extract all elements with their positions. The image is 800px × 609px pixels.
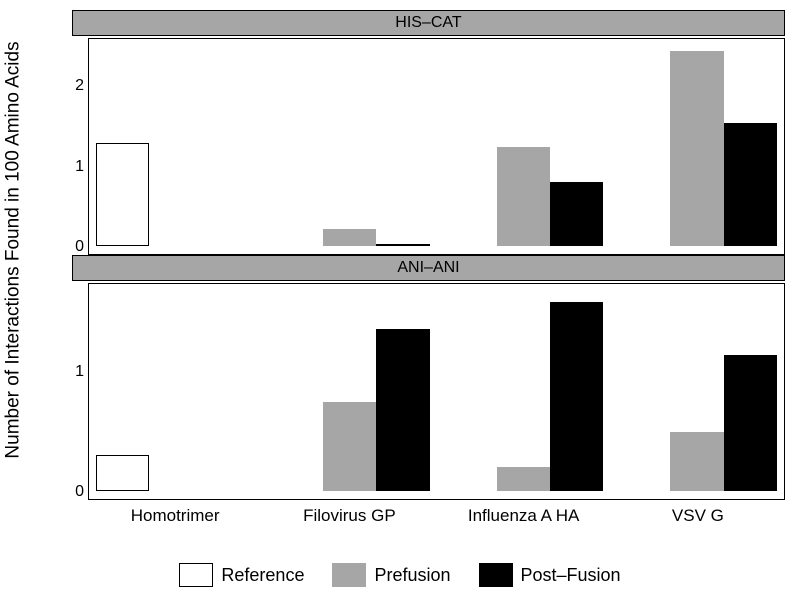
bar	[724, 123, 777, 246]
bar-group	[89, 39, 263, 254]
legend-swatch	[479, 563, 513, 587]
bar	[323, 402, 376, 491]
bar-group	[437, 39, 611, 254]
bar	[96, 455, 149, 490]
y-tick-label: 1	[75, 363, 84, 381]
x-axis: Homotrimer Filovirus GP Influenza A HA VSV …	[88, 500, 785, 530]
panel-strip: ANI–ANI	[72, 255, 785, 281]
bar	[550, 182, 603, 246]
plot-row: 01	[72, 283, 785, 500]
bar-group	[610, 284, 784, 499]
legend-item: Reference	[179, 563, 304, 587]
bar	[497, 147, 550, 247]
legend: Reference Prefusion Post–Fusion	[0, 555, 800, 595]
x-tick-label: VSV G	[672, 506, 724, 526]
bar-group	[610, 39, 784, 254]
bar-group	[263, 39, 437, 254]
y-tick-label: 2	[75, 77, 84, 95]
x-tick-label: Homotrimer	[131, 506, 220, 526]
y-tick-label: 0	[75, 483, 84, 501]
legend-swatch	[179, 563, 213, 587]
y-tick-label: 0	[75, 238, 84, 256]
bar	[670, 51, 723, 246]
bar	[550, 302, 603, 491]
legend-swatch	[332, 563, 366, 587]
panels-container: HIS–CAT012ANI–ANI01	[72, 10, 785, 500]
plot-area	[88, 283, 785, 500]
bars-layer	[89, 284, 784, 499]
bar	[376, 329, 429, 491]
bars-layer	[89, 39, 784, 254]
y-tick-column: 0 1 2	[72, 38, 88, 255]
x-tick-label: Filovirus GP	[303, 506, 396, 526]
y-tick-label: 1	[75, 158, 84, 176]
legend-item: Prefusion	[332, 563, 450, 587]
x-tick-label: Influenza A HA	[468, 506, 580, 526]
bar-group	[263, 284, 437, 499]
bar	[323, 229, 376, 247]
bar-group	[437, 284, 611, 499]
plot-row: 0 1 2	[72, 38, 785, 255]
bar	[96, 143, 149, 247]
legend-item: Post–Fusion	[479, 563, 621, 587]
legend-label: Prefusion	[374, 565, 450, 586]
panel: HIS–CAT 0 1 2	[72, 10, 785, 255]
y-axis-title: Number of Interactions Found in 100 Amin…	[2, 0, 26, 500]
legend-label: Post–Fusion	[521, 565, 621, 586]
panel-strip: HIS–CAT	[72, 10, 785, 36]
y-axis-title-text: Number of Interactions Found in 100 Amin…	[3, 41, 25, 458]
figure: Number of Interactions Found in 100 Amin…	[0, 0, 800, 609]
bar	[724, 355, 777, 491]
bar	[670, 432, 723, 491]
bar	[497, 467, 550, 491]
legend-label: Reference	[221, 565, 304, 586]
bar-group	[89, 284, 263, 499]
bar	[376, 244, 429, 246]
y-tick-column: 01	[72, 283, 88, 500]
plot-area	[88, 38, 785, 255]
panel: ANI–ANI01	[72, 255, 785, 500]
